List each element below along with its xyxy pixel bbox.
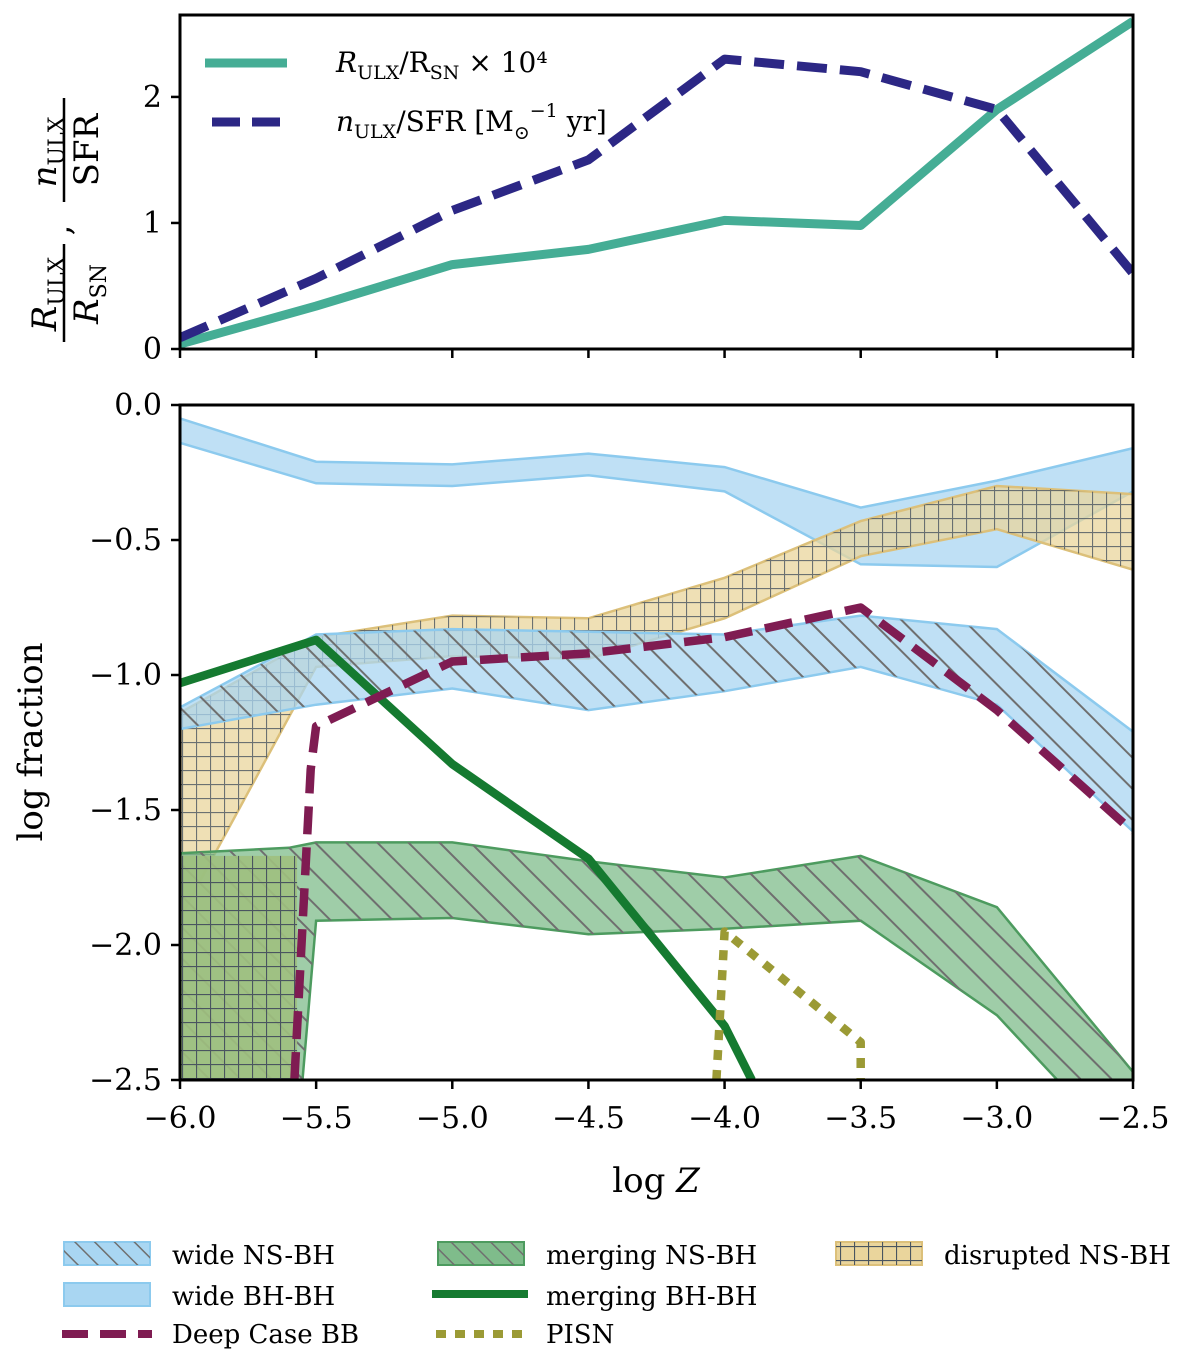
bottom-panel: 0.0−0.5−1.0−1.5−2.0−2.5−6.0 −5.5 −5.0 −4.5−… bbox=[11, 388, 1169, 1201]
bottom-ticks: 0.0−0.5−1.0−1.5−2.0−2.5−6.0 −5.5 −5.0 −4.5−… bbox=[89, 388, 1169, 1136]
top-axes-frame bbox=[178, 13, 1135, 351]
bottom-ylabel: log fraction bbox=[11, 643, 51, 842]
top-ytick-label: 1 bbox=[143, 206, 162, 241]
figure-legend: wide NS-BH wide BH-BH Deep Case BB mergi… bbox=[62, 1241, 1171, 1350]
ylabel-den2: SFR bbox=[67, 112, 107, 186]
series-line-merging-bh-bh bbox=[180, 635, 756, 1080]
band-hatch-wide-ns-bh bbox=[180, 615, 1133, 832]
overlap-block-hatch bbox=[180, 855, 298, 1080]
band-hatch-merging-ns-bh bbox=[180, 842, 1133, 1080]
bottom-ytick-label: 0.0 bbox=[114, 388, 162, 423]
band-hatch-disrupted-ns-bh bbox=[180, 486, 1133, 918]
top-plot-area bbox=[180, 17, 1133, 349]
legend-label-merging-nsbh: merging NS-BH bbox=[546, 1241, 757, 1271]
legend-hatch-wide-nsbh bbox=[64, 1242, 150, 1265]
bottom-ytick-label: −0.5 bbox=[89, 523, 162, 558]
bottom-ytick-label: −1.0 bbox=[89, 658, 162, 693]
top-ytick-label: 2 bbox=[143, 80, 162, 115]
bottom-ytick-label: −1.5 bbox=[89, 793, 162, 828]
bottom-xtick-label: −4.0 bbox=[688, 1101, 761, 1136]
series-line-r-ulx-r-sn-10-4 bbox=[180, 17, 1133, 349]
legend-label-disrupted-nsbh: disrupted NS-BH bbox=[944, 1241, 1171, 1271]
top-ylabel: RULX RSN , nULX SFR bbox=[25, 98, 112, 342]
bottom-ytick-label: −2.5 bbox=[89, 1063, 162, 1098]
legend-label-merging-bhbh: merging BH-BH bbox=[546, 1282, 757, 1312]
ylabel-comma: , bbox=[39, 225, 79, 236]
legend-hatch-disrupted-nsbh bbox=[836, 1242, 922, 1265]
legend-nulx-label: nULX/SFR [M⊙−1 yr] bbox=[336, 100, 607, 144]
legend-hatch-merging-nsbh bbox=[438, 1242, 524, 1265]
bottom-xtick-label: −2.5 bbox=[1097, 1101, 1170, 1136]
top-ticks: 0 1 2 bbox=[143, 80, 1135, 367]
bottom-xtick-label: −5.0 bbox=[416, 1101, 489, 1136]
bottom-xtick-label: −3.0 bbox=[960, 1101, 1033, 1136]
series-line-pisn bbox=[712, 927, 865, 1080]
legend-ratio-label: RULX/RSN × 10⁴ bbox=[335, 46, 548, 84]
top-legend: RULX/RSN × 10⁴ nULX/SFR [M⊙−1 yr] bbox=[205, 46, 607, 144]
top-ytick-label: 0 bbox=[143, 332, 162, 367]
legend-swatch-wide-bhbh bbox=[63, 1282, 151, 1307]
ylabel-num1: RULX bbox=[25, 256, 70, 332]
ylabel-den1: RSN bbox=[67, 264, 112, 325]
series-line-deep-case-bb bbox=[290, 603, 1133, 1080]
bottom-axes-frame bbox=[178, 403, 1135, 1082]
bottom-xtick-label: −4.5 bbox=[552, 1101, 625, 1136]
bottom-xtick-label: −3.5 bbox=[824, 1101, 897, 1136]
bottom-plot-area bbox=[180, 417, 1133, 1080]
bottom-ytick-label: −2.0 bbox=[89, 928, 162, 963]
legend-label-deep-case-bb: Deep Case BB bbox=[172, 1320, 359, 1350]
bottom-xlabel: log Z bbox=[612, 1161, 701, 1201]
top-panel: 0 1 2 RULX/RSN × 10⁴ nULX/SFR [M⊙−1 yr] RU… bbox=[25, 13, 1135, 367]
series-line-n-ulx-sfr-m-sun-1-yr bbox=[180, 54, 1133, 342]
legend-label-pisn: PISN bbox=[546, 1320, 614, 1350]
bottom-xtick-label: −5.5 bbox=[280, 1101, 353, 1136]
legend-label-wide-bhbh: wide BH-BH bbox=[172, 1282, 335, 1312]
legend-label-wide-nsbh: wide NS-BH bbox=[172, 1241, 335, 1271]
ylabel-num2: nULX bbox=[25, 116, 70, 187]
bottom-xtick-label: −6.0 bbox=[144, 1101, 217, 1136]
